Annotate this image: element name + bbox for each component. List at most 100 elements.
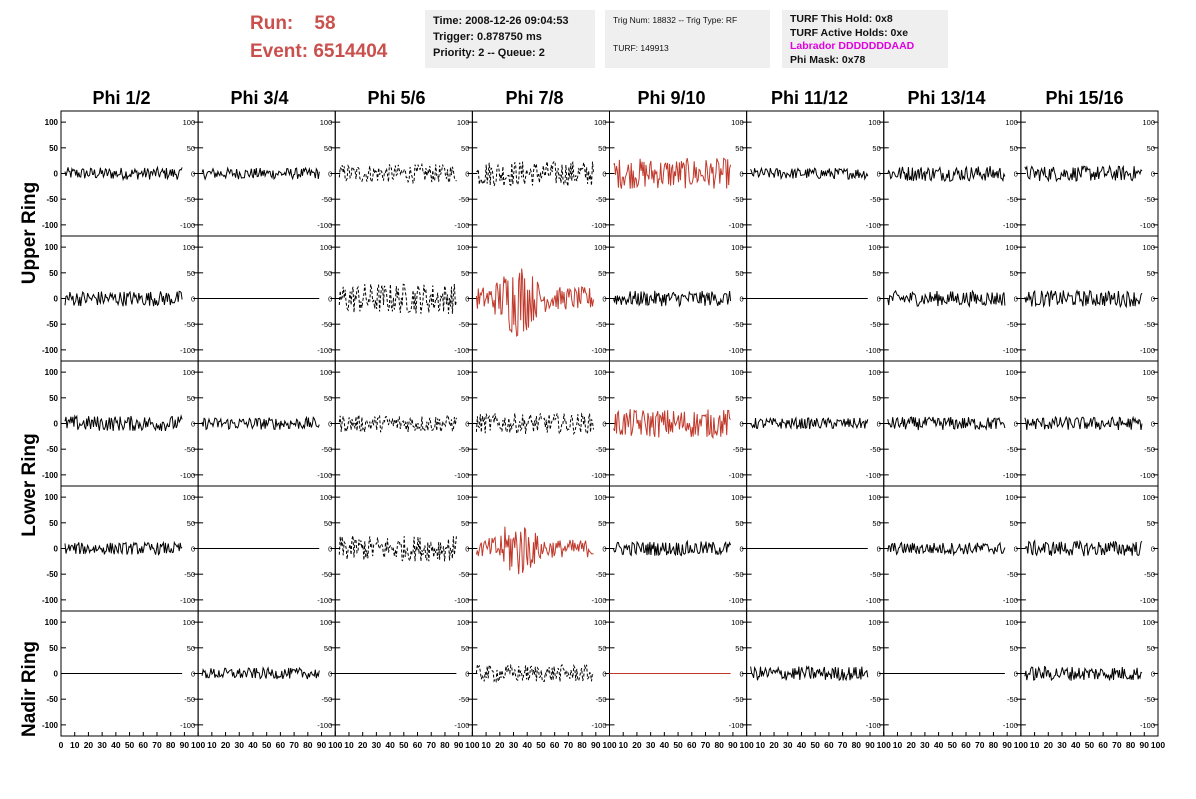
y-tick-label-inner: -50: [459, 695, 470, 704]
x-tick-label: 20: [1044, 740, 1054, 750]
y-tick-label-inner: -50: [1007, 695, 1018, 704]
x-tick-label: 70: [838, 740, 848, 750]
x-tick-label: 80: [852, 740, 862, 750]
y-tick-label-inner: 50: [324, 144, 332, 153]
y-tick-label-inner: 100: [457, 368, 470, 377]
x-tick-label: 20: [632, 740, 642, 750]
y-tick-label-inner: -100: [1003, 596, 1018, 605]
waveform-trace: [475, 662, 594, 684]
y-tick-label-inner: 50: [1147, 269, 1155, 278]
x-tick-label: 30: [920, 740, 930, 750]
y-tick-label-inner: 100: [183, 618, 196, 627]
waveform-trace: [201, 166, 320, 181]
y-tick-label-inner: 100: [731, 118, 744, 127]
y-tick-label-inner: -50: [1007, 570, 1018, 579]
x-tick-label: 60: [276, 740, 286, 750]
y-tick-label-inner: -50: [321, 195, 332, 204]
y-tick-label-inner: 100: [868, 368, 881, 377]
y-tick-label-inner: -100: [729, 471, 744, 480]
y-tick-label: -50: [46, 695, 58, 704]
x-tick-label: 10: [618, 740, 628, 750]
y-tick-label-inner: -50: [870, 570, 881, 579]
y-tick-label-inner: 50: [324, 519, 332, 528]
waveform-trace: [475, 526, 594, 575]
waveform-trace: [64, 414, 183, 432]
x-tick-label: 40: [797, 740, 807, 750]
y-tick-label-inner: -100: [1140, 721, 1155, 730]
x-tick-label: 50: [536, 740, 546, 750]
y-tick-label-inner: -50: [459, 195, 470, 204]
x-tick-label: 60: [1098, 740, 1108, 750]
y-tick-label-inner: 100: [594, 493, 607, 502]
x-tick-label: 100: [1014, 740, 1028, 750]
x-tick-label: 30: [783, 740, 793, 750]
y-tick-label-inner: 0: [877, 170, 881, 179]
waveform-trace: [338, 535, 457, 563]
x-tick-label: 100: [1151, 740, 1165, 750]
x-tick-label: 0: [59, 740, 64, 750]
x-tick-label: 90: [317, 740, 327, 750]
y-tick-label-inner: 50: [1010, 144, 1018, 153]
y-tick-label-inner: 0: [465, 295, 469, 304]
x-tick-label: 60: [824, 740, 834, 750]
y-tick-label-inner: -100: [180, 721, 195, 730]
x-tick-label: 10: [344, 740, 354, 750]
y-tick-label-inner: 100: [731, 243, 744, 252]
y-tick-label-inner: -50: [733, 570, 744, 579]
waveform-trace: [613, 409, 731, 440]
y-tick-label: 100: [45, 618, 59, 627]
y-tick-label-inner: 100: [457, 243, 470, 252]
column-header-phi-13-14: Phi 13/14: [907, 88, 986, 108]
x-tick-label: 60: [550, 740, 560, 750]
y-tick-label-inner: 50: [324, 269, 332, 278]
x-tick-label: 100: [877, 740, 891, 750]
y-tick-label-inner: 100: [731, 493, 744, 502]
y-tick-label: 50: [49, 519, 58, 528]
y-tick-label-inner: -50: [1144, 195, 1155, 204]
y-tick-label-inner: 0: [602, 420, 606, 429]
y-tick-label-inner: -100: [866, 221, 881, 230]
y-tick-label-inner: 50: [187, 519, 195, 528]
y-tick-label-inner: 0: [602, 670, 606, 679]
y-tick-label-inner: 100: [457, 493, 470, 502]
y-tick-label-inner: -50: [321, 695, 332, 704]
x-tick-label: 90: [1002, 740, 1012, 750]
waveform-panel-frame: [334, 485, 473, 612]
y-tick-label-inner: -100: [180, 471, 195, 480]
x-tick-label: 50: [1085, 740, 1095, 750]
y-tick-label-inner: -100: [1140, 596, 1155, 605]
y-tick-label-inner: 50: [324, 394, 332, 403]
y-tick-label-inner: 50: [872, 394, 880, 403]
y-tick-label-inner: 100: [183, 118, 196, 127]
y-tick-label-inner: 100: [457, 618, 470, 627]
y-tick-label: 0: [54, 170, 59, 179]
x-tick-label: 30: [509, 740, 519, 750]
x-tick-label: 80: [989, 740, 999, 750]
y-tick-label-inner: -50: [184, 695, 195, 704]
x-tick-label: 20: [769, 740, 779, 750]
y-tick-label: 50: [49, 144, 58, 153]
y-tick-label-inner: -100: [591, 721, 606, 730]
y-tick-label-inner: 0: [465, 670, 469, 679]
y-tick-label-inner: 100: [1005, 368, 1018, 377]
x-tick-label: 20: [495, 740, 505, 750]
x-tick-label: 10: [70, 740, 80, 750]
waveform-trace: [64, 540, 183, 556]
waveform-trace: [1024, 415, 1143, 431]
y-tick-label-inner: -100: [454, 721, 469, 730]
waveform-trace: [1024, 289, 1143, 309]
y-tick-label-inner: -100: [1140, 221, 1155, 230]
y-tick-label-inner: 50: [187, 269, 195, 278]
y-tick-label-inner: 100: [1005, 243, 1018, 252]
x-tick-label: 80: [714, 740, 724, 750]
x-tick-label: 10: [893, 740, 903, 750]
y-tick-label-inner: 50: [872, 644, 880, 653]
y-tick-label-inner: 100: [594, 243, 607, 252]
x-tick-label: 30: [646, 740, 656, 750]
y-tick-label-inner: 50: [735, 144, 743, 153]
y-tick-label-inner: -100: [180, 596, 195, 605]
waveform-trace: [750, 665, 869, 682]
y-tick-label-inner: 50: [598, 644, 606, 653]
x-tick-label: 50: [948, 740, 958, 750]
x-tick-label: 30: [97, 740, 107, 750]
